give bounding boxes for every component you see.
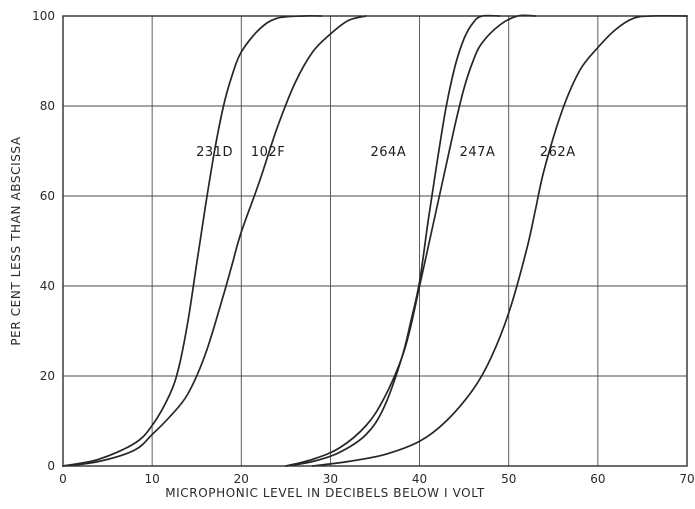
x-tick-label: 40 — [412, 472, 427, 486]
y-tick-label: 0 — [47, 459, 55, 473]
y-tick-label: 20 — [40, 369, 55, 383]
curve-label-102f: 102F — [251, 145, 285, 160]
y-axis-ticks: 0 20 40 60 80 100 — [32, 9, 55, 473]
curve-264a — [285, 14, 501, 467]
curve-262a — [311, 14, 688, 467]
grid — [62, 15, 688, 467]
x-tick-label: 50 — [501, 472, 516, 486]
x-tick-label: 20 — [234, 472, 249, 486]
y-tick-label: 40 — [40, 279, 55, 293]
x-tick-label: 70 — [679, 472, 694, 486]
plot-series — [62, 14, 688, 467]
curve-label-262a: 262A — [540, 145, 576, 160]
curve-label-231d: 231D — [196, 145, 233, 160]
y-tick-label: 100 — [32, 9, 55, 23]
curve-231d — [62, 14, 323, 467]
x-tick-label: 10 — [145, 472, 160, 486]
curve-label-247a: 247A — [460, 145, 496, 160]
curve-247a — [285, 14, 537, 467]
curve-102f — [62, 15, 367, 467]
y-tick-label: 80 — [40, 99, 55, 113]
series-labels: 231D 102F 264A 247A 262A — [196, 145, 575, 160]
y-axis-label: PER CENT LESS THAN ABSCISSA — [9, 136, 23, 346]
x-tick-label: 30 — [323, 472, 338, 486]
x-axis-label: MICROPHONIC LEVEL IN DECIBELS BELOW I VO… — [165, 486, 485, 500]
x-tick-label: 0 — [59, 472, 67, 486]
plot-frame — [62, 15, 688, 467]
y-tick-label: 60 — [40, 189, 55, 203]
x-axis-ticks: 0 10 20 30 40 50 60 70 — [59, 472, 694, 486]
curve-label-264a: 264A — [371, 145, 407, 160]
x-tick-label: 60 — [590, 472, 605, 486]
